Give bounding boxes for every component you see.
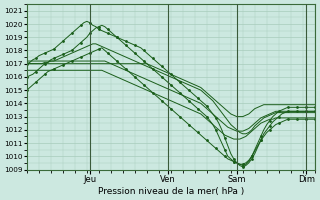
X-axis label: Pression niveau de la mer( hPa ): Pression niveau de la mer( hPa ) — [98, 187, 244, 196]
